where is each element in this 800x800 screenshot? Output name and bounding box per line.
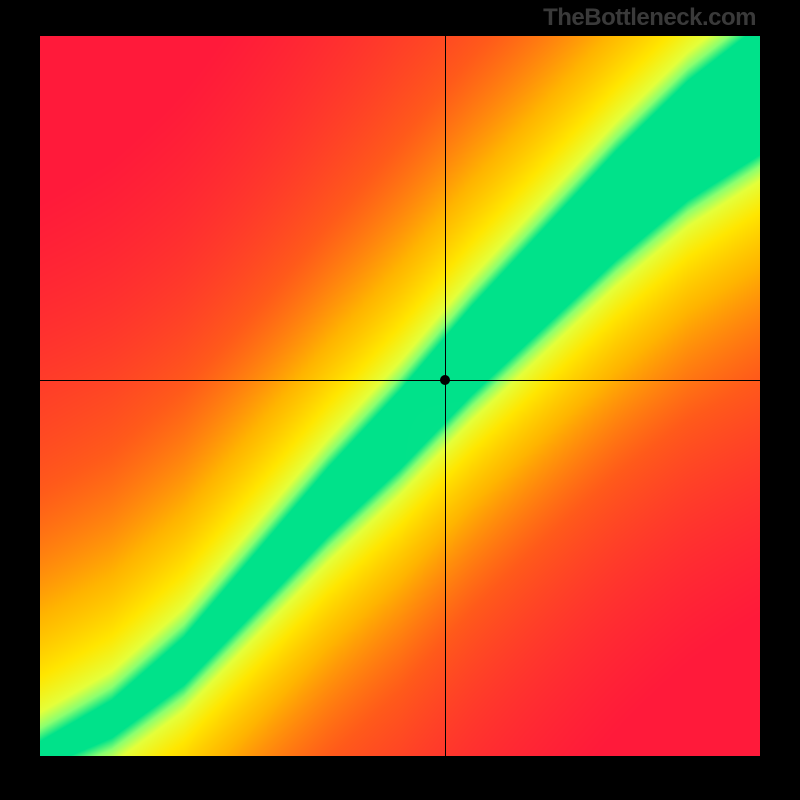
figure-container: TheBottleneck.com — [0, 0, 800, 800]
crosshair-horizontal — [40, 380, 760, 381]
crosshair-vertical — [445, 36, 446, 756]
bottleneck-heatmap — [40, 36, 760, 756]
crosshair-marker — [440, 375, 450, 385]
plot-area — [40, 36, 760, 756]
watermark-text: TheBottleneck.com — [543, 4, 756, 32]
